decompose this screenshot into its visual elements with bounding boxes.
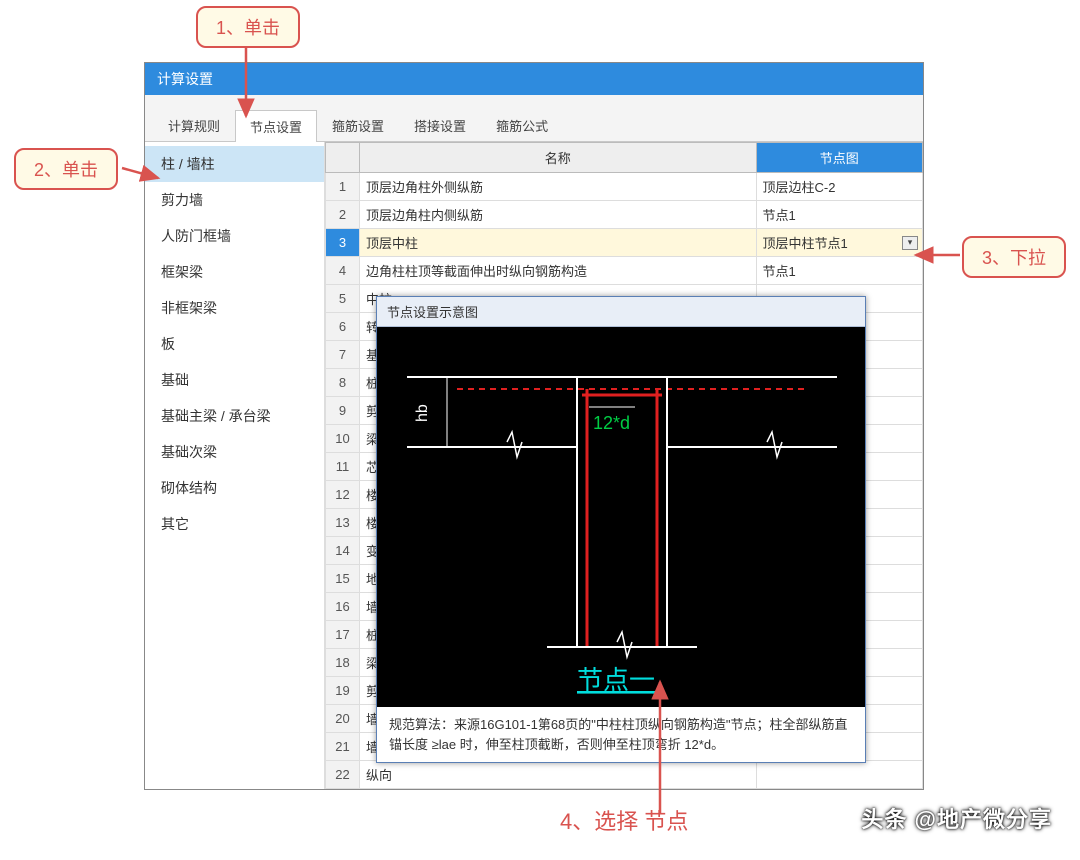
row-number: 9 [326,397,360,425]
cell-node[interactable] [756,761,922,789]
svg-text:12*d: 12*d [593,413,630,433]
row-number: 10 [326,425,360,453]
tab-stirrup-setting[interactable]: 箍筋设置 [317,109,399,141]
col-diagram: 节点图 [756,143,922,173]
row-number: 16 [326,593,360,621]
cell-node[interactable]: 节点1 [756,257,922,285]
table-row[interactable]: 2顶层边角柱内侧纵筋节点1 [326,201,923,229]
diagram-popup-title: 节点设置示意图 [377,297,865,327]
tab-calc-rule[interactable]: 计算规则 [153,109,235,141]
sidebar-item-shearwall[interactable]: 剪力墙 [145,182,324,218]
diagram-footer: 规范算法：来源16G101-1第68页的"中柱柱顶纵向钢筋构造"节点；柱全部纵筋… [377,707,865,762]
cell-name: 顶层中柱 [360,229,757,257]
svg-text:hb: hb [414,404,431,422]
row-number: 12 [326,481,360,509]
cell-name: 顶层边角柱内侧纵筋 [360,201,757,229]
tab-node-setting[interactable]: 节点设置 [235,110,317,142]
row-number: 22 [326,761,360,789]
diagram-canvas: hb 12*d 节点一 [377,327,865,707]
row-number: 14 [326,537,360,565]
sidebar: 柱 / 墙柱 剪力墙 人防门框墙 框架梁 非框架梁 板 基础 基础主梁 / 承台… [145,142,325,789]
row-number: 21 [326,733,360,761]
sidebar-item-framebeam[interactable]: 框架梁 [145,254,324,290]
cell-node[interactable]: 顶层中柱节点1▾ [756,229,922,257]
row-number: 7 [326,341,360,369]
cell-name: 纵向 [360,761,757,789]
tabs: 计算规则 节点设置 箍筋设置 搭接设置 箍筋公式 [145,109,923,142]
table-row[interactable]: 4边角柱柱顶等截面伸出时纵向钢筋构造节点1 [326,257,923,285]
callout-3: 3、下拉 [962,236,1066,278]
sidebar-item-other[interactable]: 其它 [145,506,324,542]
row-number: 11 [326,453,360,481]
row-number: 1 [326,173,360,201]
sidebar-item-foundation[interactable]: 基础 [145,362,324,398]
watermark: 头条 @地产微分享 [861,802,1052,834]
row-number: 18 [326,649,360,677]
tab-lap-setting[interactable]: 搭接设置 [399,109,481,141]
cell-node[interactable]: 顶层边柱C-2 [756,173,922,201]
row-number: 6 [326,313,360,341]
callout-4: 4、选择 节点 [560,804,688,836]
cell-name: 顶层边角柱外侧纵筋 [360,173,757,201]
svg-text:节点一: 节点一 [577,665,655,695]
row-number: 15 [326,565,360,593]
row-number: 2 [326,201,360,229]
row-number: 13 [326,509,360,537]
node-diagram-popup: 节点设置示意图 hb [376,296,866,763]
callout-1: 1、单击 [196,6,300,48]
table-row[interactable]: 3顶层中柱顶层中柱节点1▾ [326,229,923,257]
tab-stirrup-formula[interactable]: 箍筋公式 [481,109,563,141]
row-number: 5 [326,285,360,313]
row-number: 19 [326,677,360,705]
sidebar-item-doorframe[interactable]: 人防门框墙 [145,218,324,254]
col-name: 名称 [360,143,757,173]
table-row[interactable]: 1顶层边角柱外侧纵筋顶层边柱C-2 [326,173,923,201]
row-number: 17 [326,621,360,649]
row-number: 4 [326,257,360,285]
row-number: 20 [326,705,360,733]
cell-name: 边角柱柱顶等截面伸出时纵向钢筋构造 [360,257,757,285]
sidebar-item-column[interactable]: 柱 / 墙柱 [145,146,324,182]
callout-2: 2、单击 [14,148,118,190]
dialog-title: 计算设置 [145,63,923,95]
sidebar-item-foundbeam[interactable]: 基础主梁 / 承台梁 [145,398,324,434]
row-number: 8 [326,369,360,397]
sidebar-item-nonframebeam[interactable]: 非框架梁 [145,290,324,326]
cell-node[interactable]: 节点1 [756,201,922,229]
dropdown-arrow-icon[interactable]: ▾ [902,236,918,250]
row-number: 3 [326,229,360,257]
table-row[interactable]: 22纵向 [326,761,923,789]
sidebar-item-slab[interactable]: 板 [145,326,324,362]
sidebar-item-masonry[interactable]: 砌体结构 [145,470,324,506]
sidebar-item-foundsubbeam[interactable]: 基础次梁 [145,434,324,470]
